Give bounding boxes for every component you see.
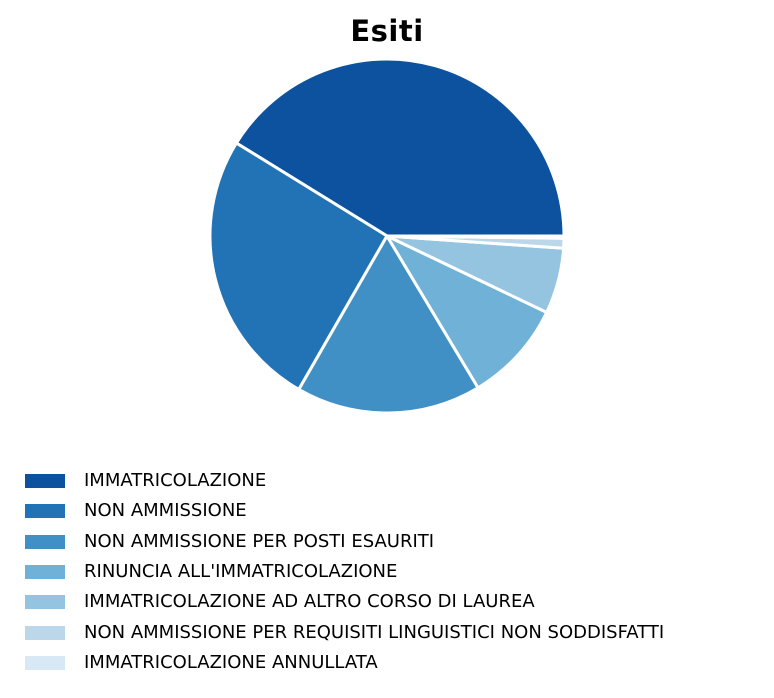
legend-label: NON AMMISSIONE PER REQUISITI LINGUISTICI… xyxy=(84,621,665,643)
legend-item-4: RINUNCIA ALL'IMMATRICOLAZIONE xyxy=(25,557,664,587)
legend-item-5: IMMATRICOLAZIONE AD ALTRO CORSO DI LAURE… xyxy=(25,587,664,617)
legend-label: IMMATRICOLAZIONE AD ALTRO CORSO DI LAURE… xyxy=(84,591,535,613)
legend-swatch xyxy=(25,595,65,610)
legend-swatch xyxy=(25,504,65,519)
pie-slice-7 xyxy=(385,234,566,240)
legend-label: NON AMMISSIONE PER POSTI ESAURITI xyxy=(84,530,435,552)
pie-chart xyxy=(208,57,566,415)
legend-label: IMMATRICOLAZIONE xyxy=(84,470,267,492)
legend-item-6: NON AMMISSIONE PER REQUISITI LINGUISTICI… xyxy=(25,617,664,647)
pie-slice-3 xyxy=(297,234,480,415)
legend-item-2: NON AMMISSIONE xyxy=(25,496,664,526)
legend-item-7: IMMATRICOLAZIONE ANNULLATA xyxy=(25,648,664,678)
pie-slice-4 xyxy=(385,234,549,390)
legend-label: NON AMMISSIONE xyxy=(84,500,247,522)
legend: IMMATRICOLAZIONE NON AMMISSIONE NON AMMI… xyxy=(25,466,664,678)
legend-item-1: IMMATRICOLAZIONE xyxy=(25,466,664,496)
legend-swatch xyxy=(25,565,65,580)
legend-item-3: NON AMMISSIONE PER POSTI ESAURITI xyxy=(25,527,664,557)
legend-label: IMMATRICOLAZIONE ANNULLATA xyxy=(84,651,378,673)
legend-swatch xyxy=(25,655,65,670)
legend-label: RINUNCIA ALL'IMMATRICOLAZIONE xyxy=(84,561,398,583)
legend-swatch xyxy=(25,625,65,640)
legend-swatch xyxy=(25,474,65,489)
pie-slice-1 xyxy=(234,57,566,238)
legend-swatch xyxy=(25,534,65,549)
pie-slice-2 xyxy=(208,141,389,391)
chart-title: Esiti xyxy=(350,14,424,48)
